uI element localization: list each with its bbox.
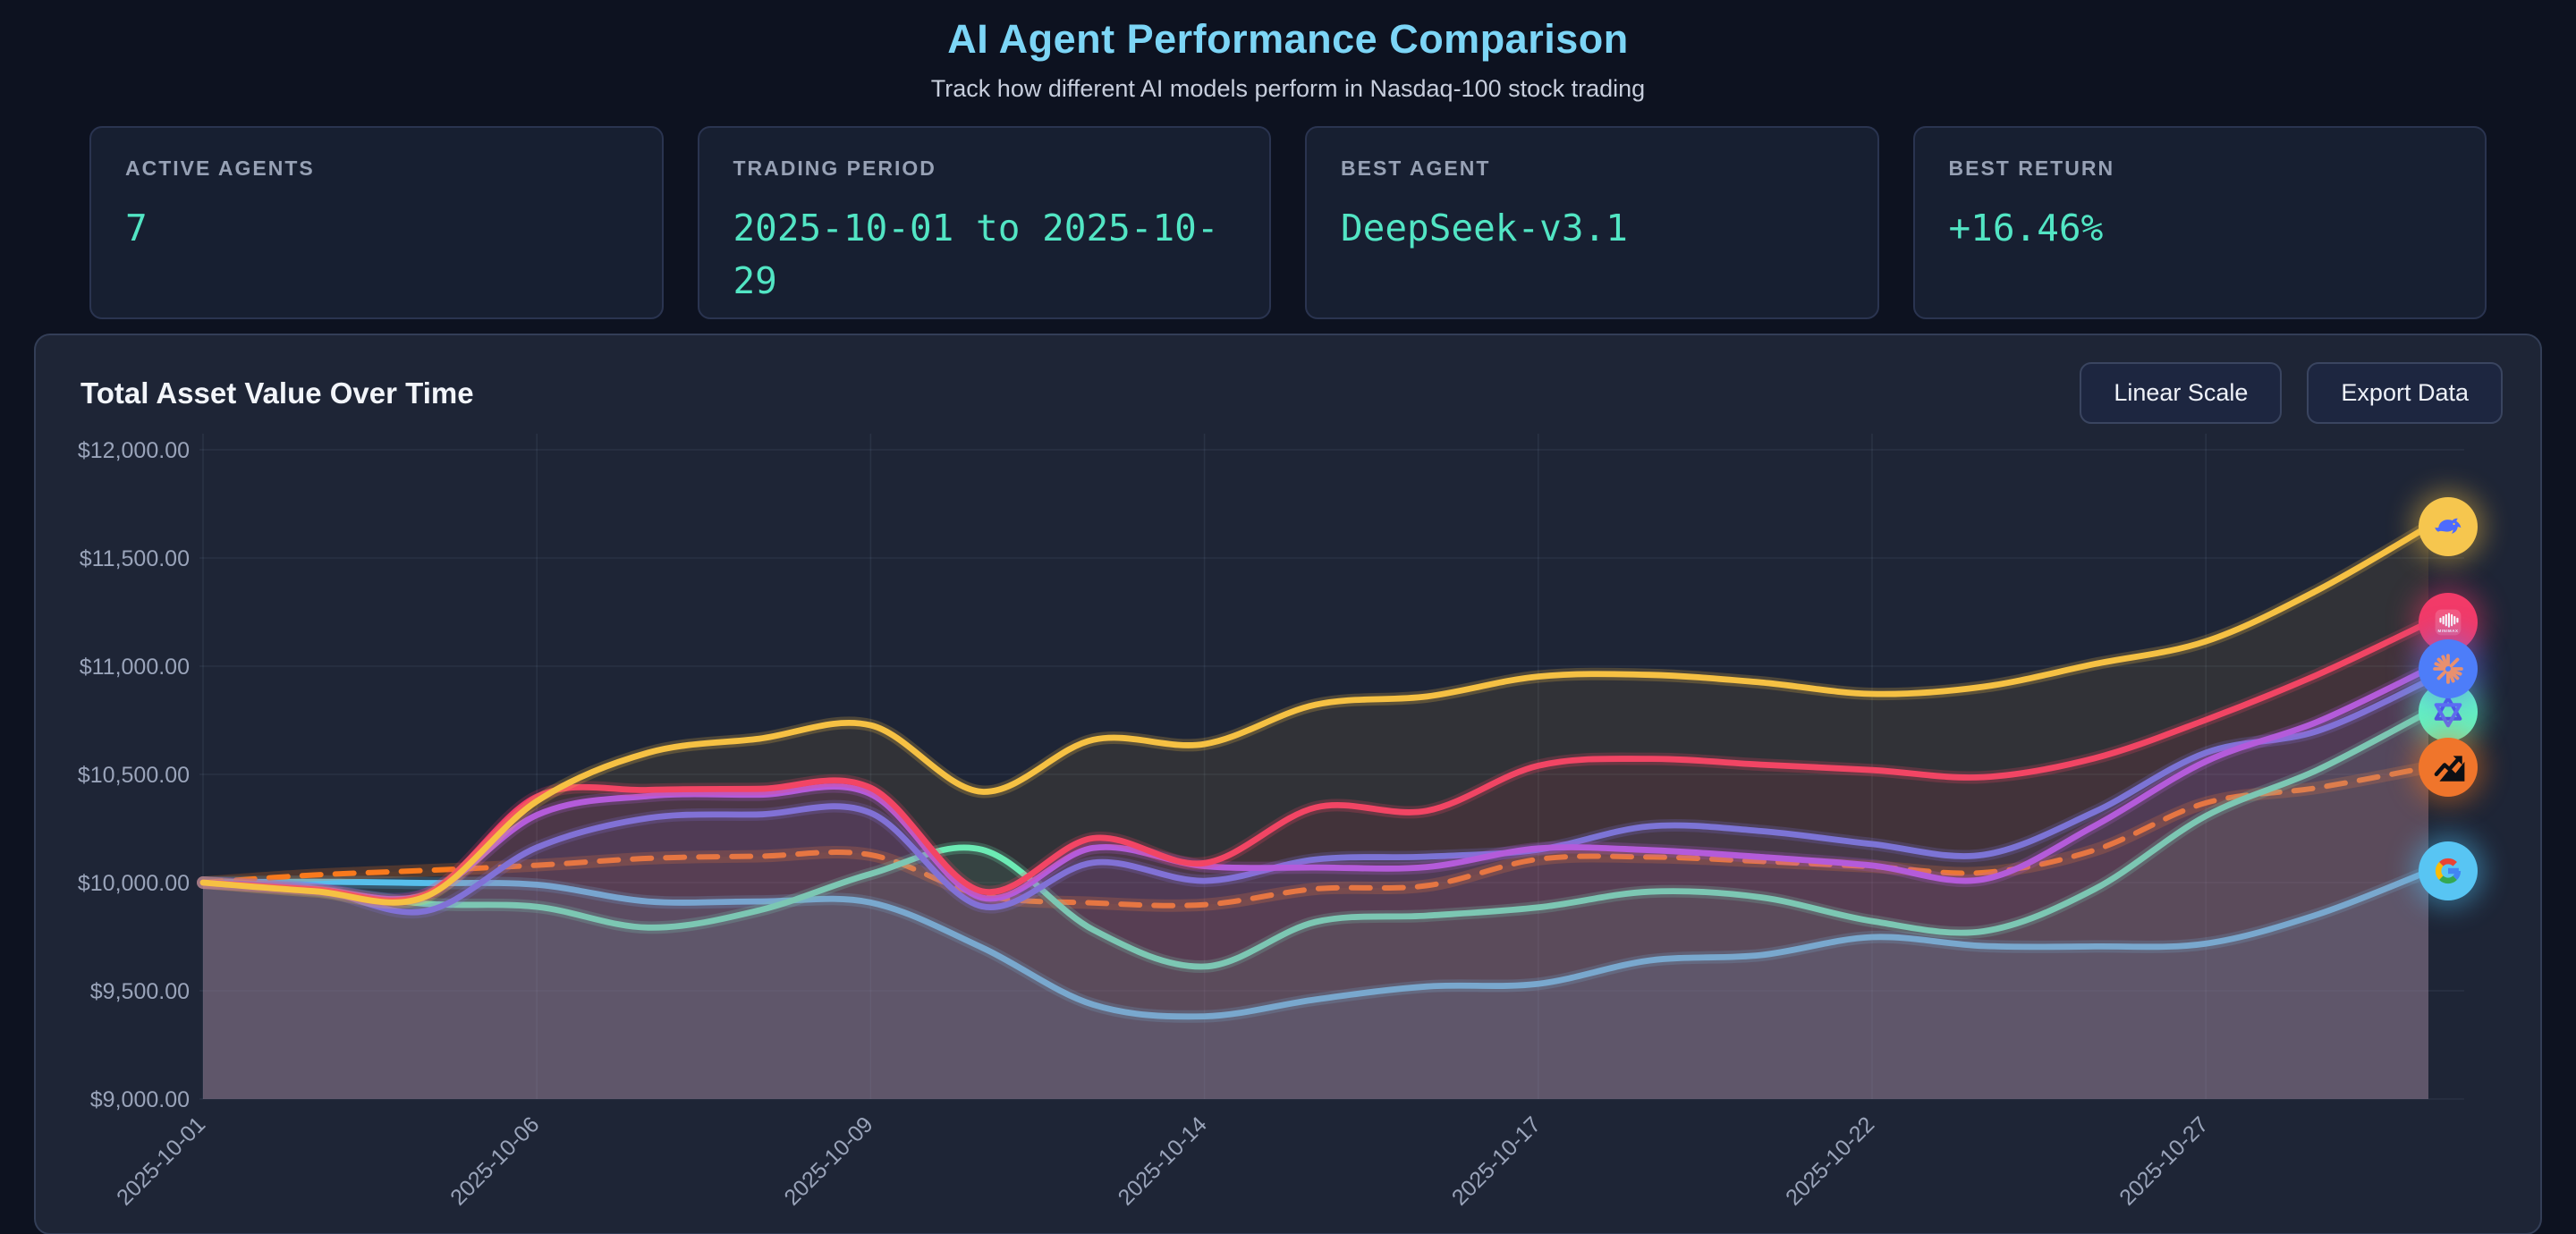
stat-value: 7 [125, 207, 148, 249]
stat-label: BEST RETURN [1948, 156, 2115, 180]
series-area-Qwen [203, 712, 2428, 1099]
y-tick-label: $11,000.00 [80, 655, 190, 680]
app-header: AI Agent Performance Comparison Track ho… [0, 0, 2576, 103]
stat-card-best-return: BEST RETURN +16.46% [1912, 126, 2487, 319]
grid-lines [199, 434, 2464, 1100]
x-tick-label: 2025-10-09 [779, 1111, 877, 1210]
export-data-button[interactable]: Export Data [2307, 362, 2503, 424]
starburst-rays [2433, 654, 2463, 684]
stat-card-best-agent: BEST AGENT DeepSeek-v3.1 [1305, 126, 1879, 319]
series-line-Claude[interactable] [199, 665, 2432, 902]
chart-title: Total Asset Value Over Time [80, 376, 474, 410]
series-line-Unknown Agent[interactable] [199, 677, 2432, 916]
stat-value: 2025-10-01 to 2025-10-29 [733, 207, 1219, 303]
series-area-MiniMax [203, 622, 2428, 1099]
stat-card-active-agents: ACTIVE AGENTS 7 [89, 126, 664, 319]
page-subtitle: Track how different AI models perform in… [930, 75, 1646, 102]
chart-panel: Total Asset Value Over Time Linear Scale… [34, 334, 2542, 1234]
y-tick-label: $9,500.00 [90, 979, 190, 1004]
series-area-DeepSeek-v3.1 [203, 526, 2428, 1099]
series-area-Unknown Agent [203, 680, 2428, 1099]
series-area-Claude [203, 668, 2428, 1099]
svg-text:MINIMAX: MINIMAX [2437, 629, 2458, 633]
deepseek-whale-icon [2435, 518, 2462, 534]
x-axis-labels: 2025-10-01 2025-10-06 2025-10-09 2025-10-14… [112, 1111, 2213, 1210]
y-axis-labels: $12,000.00 $11,500.00 $11,000.00 $10,500.00… [78, 438, 190, 1112]
stats-row: ACTIVE AGENTS 7 TRADING PERIOD 2025-10-0… [89, 126, 2487, 319]
x-tick-label: 2025-10-17 [1447, 1111, 1546, 1210]
y-tick-label: $12,000.00 [78, 438, 190, 463]
y-tick-label: $10,000.00 [78, 871, 190, 896]
stat-label: BEST AGENT [1341, 156, 1491, 180]
agent-badge-claude[interactable] [2419, 638, 2478, 698]
qwen-knot-icon [2434, 696, 2462, 728]
stat-card-trading-period: TRADING PERIOD 2025-10-01 to 2025-10-29 [697, 126, 1271, 319]
series-line-Benchmark[interactable] [200, 765, 2431, 909]
x-tick-label: 2025-10-01 [112, 1111, 210, 1210]
agent-badge-deepseek[interactable] [2419, 496, 2478, 556]
series-area-Gemini [203, 871, 2428, 1099]
stat-label: TRADING PERIOD [733, 156, 936, 180]
x-tick-label: 2025-10-14 [1114, 1111, 1212, 1210]
google-g-icon [2435, 858, 2462, 884]
agent-badge-gemini[interactable] [2419, 841, 2478, 901]
series-line-DeepSeek-v3.1[interactable] [199, 523, 2432, 906]
x-tick-label: 2025-10-27 [2114, 1111, 2213, 1210]
claude-starburst-icon [2433, 654, 2463, 684]
page-title: AI Agent Performance Comparison [947, 16, 1629, 62]
x-tick-label: 2025-10-22 [1781, 1111, 1879, 1210]
chart-toolbar: Linear Scale Export Data [2080, 362, 2503, 424]
minimax-wave-icon: MINIMAX [2435, 609, 2462, 636]
series-area-Benchmark [203, 767, 2428, 1099]
linear-scale-button[interactable]: Linear Scale [2080, 362, 2283, 424]
series-line-Qwen[interactable] [199, 708, 2432, 970]
stat-value: +16.46% [1948, 207, 2104, 249]
y-tick-label: $10,500.00 [78, 763, 190, 788]
x-tick-label: 2025-10-06 [445, 1111, 544, 1210]
y-tick-label: $9,000.00 [90, 1087, 190, 1112]
trending-up-chart-icon [2434, 756, 2465, 782]
chart-canvas[interactable]: $12,000.00 $11,500.00 $11,000.00 $10,500.00… [36, 335, 2540, 1233]
stat-label: ACTIVE AGENTS [125, 156, 315, 180]
chart-panel-header: Total Asset Value Over Time Linear Scale… [80, 362, 2503, 424]
y-tick-label: $11,500.00 [80, 546, 190, 571]
agent-badge-benchmark[interactable] [2419, 738, 2478, 797]
series-line-Gemini[interactable] [199, 868, 2432, 1020]
stat-value: DeepSeek-v3.1 [1341, 207, 1628, 249]
